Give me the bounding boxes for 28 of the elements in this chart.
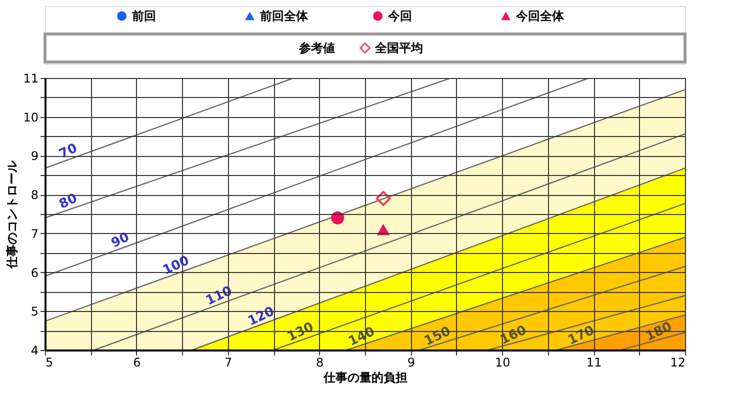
legend-label: 今回全体 xyxy=(514,9,565,23)
x-tick-label: 5 xyxy=(46,356,54,370)
x-tick-label: 12 xyxy=(670,356,686,370)
x-tick-label: 6 xyxy=(133,356,141,370)
y-tick-label: 5 xyxy=(30,304,38,319)
point xyxy=(331,211,344,224)
annotation: 70 xyxy=(56,141,80,162)
y-tick-label: 9 xyxy=(30,149,38,164)
x-tick-label: 9 xyxy=(407,356,416,370)
point xyxy=(376,190,391,206)
y-tick-label: 6 xyxy=(30,266,38,280)
legend-label: 前回 xyxy=(130,9,156,23)
legend-label: 今回 xyxy=(386,9,412,23)
text: 参考値 xyxy=(298,41,335,55)
legend-label: 前回全体 xyxy=(258,9,309,23)
x-tick-label: 8 xyxy=(316,356,324,370)
x-tick-label: 11 xyxy=(586,356,602,370)
y-tick-label: 4 xyxy=(30,344,38,358)
y-tick-label: 10 xyxy=(23,110,38,124)
annotation: 90 xyxy=(109,230,132,252)
y-tick-label: 11 xyxy=(23,72,38,86)
y-axis-title: 仕事のコントロール xyxy=(5,160,20,270)
x-tick-label: 7 xyxy=(224,356,232,370)
y-tick-label: 8 xyxy=(30,188,38,202)
legend-label: 全国平均 xyxy=(374,41,423,55)
x-axis-title: 仕事の量的負担 xyxy=(322,370,408,384)
x-tick-label: 10 xyxy=(495,356,510,370)
y-tick-label: 7 xyxy=(30,226,38,241)
